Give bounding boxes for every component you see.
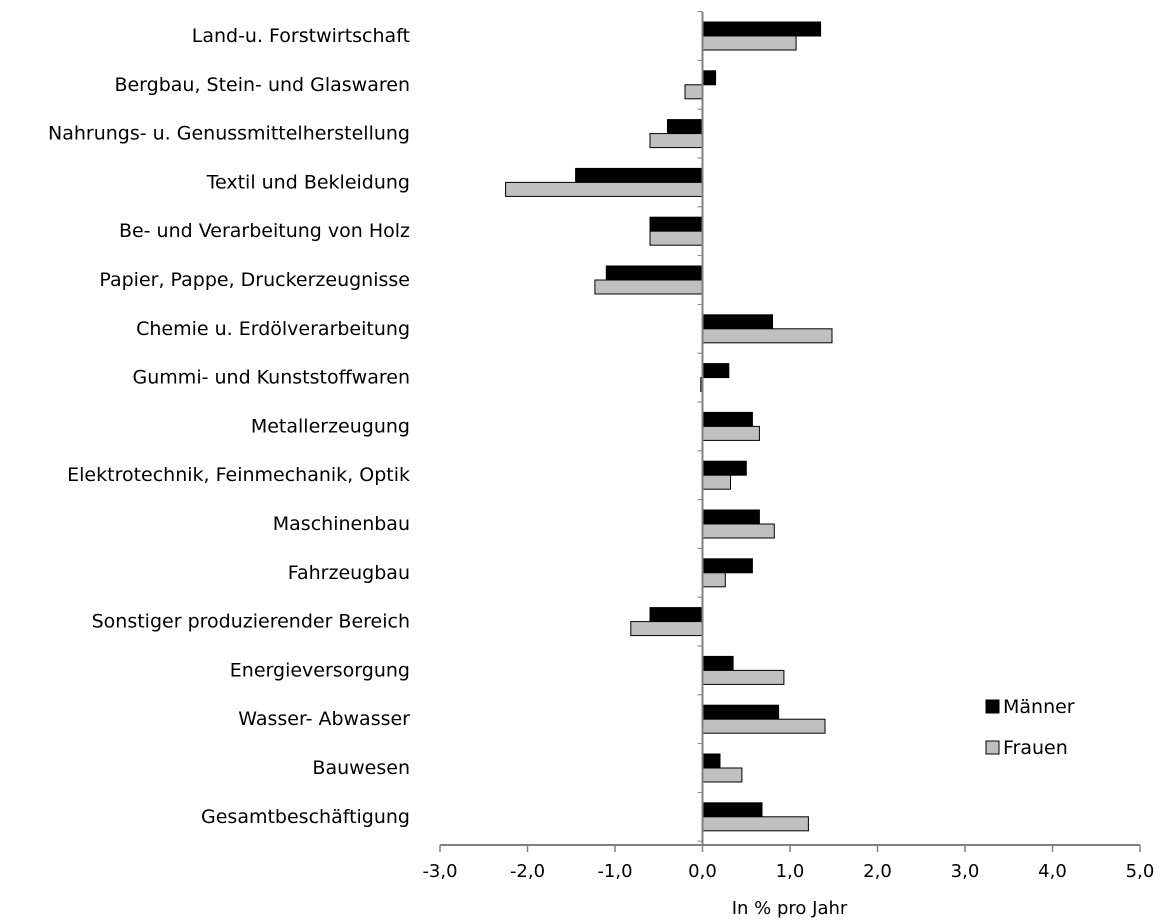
legend-swatch-frauen xyxy=(985,740,1000,755)
bar-maenner xyxy=(702,704,780,720)
category-label: Nahrungs- u. Genussmittelherstellung xyxy=(48,123,410,145)
bar-frauen xyxy=(702,767,743,783)
bar-frauen xyxy=(702,523,775,539)
bar-frauen xyxy=(702,328,833,344)
category-label: Sonstiger produzierender Bereich xyxy=(92,611,410,633)
x-axis-ticks: -3,0 -2,0 -1,0 0,0 1,0 2,0 3,0 4,0 5,0 xyxy=(422,845,1154,882)
x-tick-label: 2,0 xyxy=(863,861,892,882)
bar-frauen xyxy=(649,230,703,246)
bar-frauen xyxy=(594,279,704,295)
bar-maenner xyxy=(702,21,822,37)
bar-frauen xyxy=(684,84,703,100)
category-label: Land-u. Forstwirtschaft xyxy=(192,25,410,47)
bar-maenner xyxy=(649,607,703,623)
category-label: Fahrzeugbau xyxy=(288,562,410,584)
x-tick-label: -1,0 xyxy=(597,861,632,882)
bar-frauen xyxy=(702,572,726,588)
x-tick-label: 4,0 xyxy=(1038,861,1067,882)
bar-maenner xyxy=(702,558,753,574)
bars-group xyxy=(505,21,833,832)
bar-frauen xyxy=(702,425,760,441)
bar-frauen xyxy=(702,669,785,685)
legend-label-frauen: Frauen xyxy=(1003,737,1068,759)
category-label: Elektrotechnik, Feinmechanik, Optik xyxy=(67,464,410,486)
legend: Männer Frauen xyxy=(985,696,1075,759)
bar-frauen xyxy=(649,133,703,149)
category-label: Wasser- Abwasser xyxy=(238,708,410,730)
bar-maenner xyxy=(702,753,721,769)
x-tick-label: 3,0 xyxy=(951,861,980,882)
bar-maenner xyxy=(605,265,704,281)
category-label: Chemie u. Erdölverarbeitung xyxy=(136,318,410,340)
category-labels: Land-u. Forstwirtschaft Bergbau, Stein- u… xyxy=(48,25,410,828)
bar-maenner xyxy=(649,216,703,232)
bar-maenner xyxy=(702,70,717,86)
category-label: Gummi- und Kunststoffwaren xyxy=(133,367,410,389)
category-label: Papier, Pappe, Druckerzeugnisse xyxy=(99,269,410,291)
category-label: Energieversorgung xyxy=(230,659,410,681)
bar-maenner xyxy=(667,119,703,135)
bar-maenner xyxy=(702,314,773,330)
bar-maenner xyxy=(702,411,753,427)
category-label: Maschinenbau xyxy=(273,513,410,535)
x-tick-label: -2,0 xyxy=(510,861,545,882)
category-label: Be- und Verarbeitung von Holz xyxy=(119,220,410,242)
bar-frauen xyxy=(702,474,731,490)
bar-maenner xyxy=(702,460,747,476)
x-tick-label: -3,0 xyxy=(422,861,457,882)
category-label: Textil und Bekleidung xyxy=(206,171,410,193)
category-label: Bauwesen xyxy=(312,757,410,779)
bar-maenner xyxy=(702,802,763,818)
category-label: Gesamtbeschäftigung xyxy=(201,806,410,828)
y-axis-ticks xyxy=(697,11,703,842)
bar-frauen xyxy=(702,718,826,734)
x-tick-label: 1,0 xyxy=(776,861,805,882)
legend-label-maenner: Männer xyxy=(1003,696,1075,718)
bar-maenner xyxy=(702,509,760,525)
x-axis-title: In % pro Jahr xyxy=(732,898,848,919)
x-tick-label: 5,0 xyxy=(1126,861,1155,882)
category-label: Metallerzeugung xyxy=(251,415,410,437)
bar-frauen xyxy=(630,621,704,637)
bar-maenner xyxy=(702,655,734,671)
category-label: Bergbau, Stein- und Glaswaren xyxy=(114,74,410,96)
legend-swatch-maenner xyxy=(985,699,1000,714)
x-tick-label: 0,0 xyxy=(688,861,717,882)
bar-frauen xyxy=(505,181,703,197)
bar-frauen xyxy=(702,816,809,832)
bar-frauen xyxy=(702,35,797,51)
bar-maenner xyxy=(702,363,730,379)
bar-maenner xyxy=(575,167,703,183)
